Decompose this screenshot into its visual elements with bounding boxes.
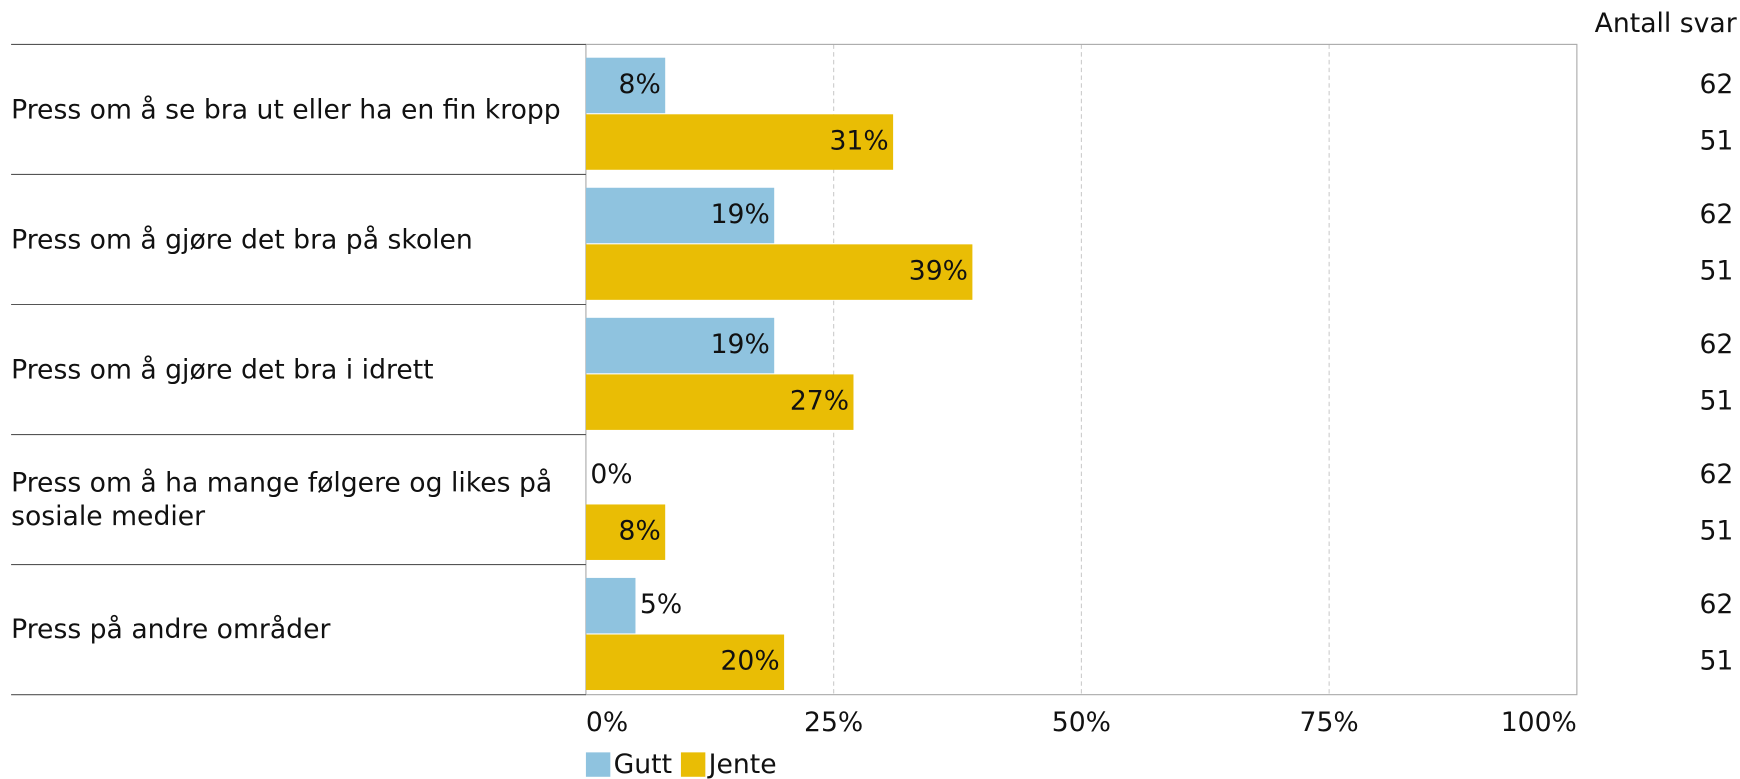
- bar: [585, 634, 785, 691]
- bar: [585, 114, 894, 170]
- count-label: 62: [1699, 69, 1733, 100]
- legend-label: Jente: [707, 749, 777, 779]
- count-label: 62: [1699, 199, 1733, 230]
- count-label: 51: [1699, 516, 1733, 547]
- bar: [585, 317, 775, 374]
- x-tick-label: 25%: [804, 707, 863, 738]
- counts-title: Antall svar: [1595, 8, 1737, 39]
- bar: [585, 187, 775, 244]
- bar: [585, 374, 854, 430]
- category-box: Press om å gjøre det bra på skolen: [11, 223, 473, 255]
- category-label: Press om å ha mange følgere og likes på …: [11, 467, 553, 532]
- category-label: Press om å gjøre det bra på skolen: [11, 223, 473, 255]
- count-label: 51: [1699, 386, 1733, 417]
- bar: [585, 504, 666, 560]
- count-label: 62: [1699, 329, 1733, 360]
- category-box: Press om å se bra ut eller ha en fin kro…: [11, 93, 561, 125]
- category-box: Press på andre områder: [11, 614, 331, 646]
- x-tick-label: 75%: [1300, 707, 1359, 738]
- category-box: Press om å gjøre det bra i idrett: [11, 353, 434, 386]
- x-tick-label: 50%: [1052, 707, 1111, 738]
- legend-label: Gutt: [614, 749, 672, 779]
- value-label: 0%: [590, 459, 632, 490]
- bar: [585, 57, 666, 114]
- value-label: 39%: [909, 256, 968, 287]
- x-tick-label: 0%: [586, 707, 628, 738]
- value-label: 19%: [711, 199, 770, 230]
- value-label: 27%: [790, 386, 849, 417]
- category-box: Press om å ha mange følgere og likes på …: [11, 467, 553, 532]
- category-label: Press om å gjøre det bra i idrett: [11, 353, 434, 386]
- x-tick-label: 100%: [1501, 707, 1577, 738]
- bar: [585, 577, 636, 634]
- value-label: 5%: [640, 589, 682, 620]
- count-label: 62: [1699, 589, 1733, 620]
- value-label: 20%: [720, 646, 779, 677]
- value-label: 31%: [829, 126, 888, 157]
- count-label: 51: [1699, 646, 1733, 677]
- legend-swatch: [585, 752, 611, 777]
- count-label: 51: [1699, 256, 1733, 287]
- value-label: 19%: [711, 329, 770, 360]
- category-label: Press på andre områder: [11, 614, 331, 646]
- count-label: 51: [1699, 126, 1733, 157]
- value-label: 8%: [619, 516, 661, 547]
- category-label: Press om å se bra ut eller ha en fin kro…: [11, 93, 561, 125]
- bar: [585, 244, 973, 300]
- value-label: 8%: [619, 69, 661, 100]
- legend-swatch: [680, 752, 706, 777]
- count-label: 62: [1699, 459, 1733, 490]
